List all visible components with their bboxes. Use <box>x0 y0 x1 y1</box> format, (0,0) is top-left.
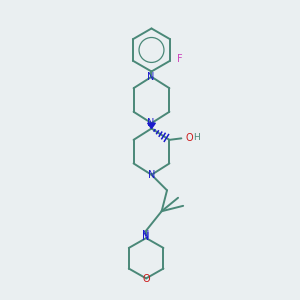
Text: H: H <box>193 133 200 142</box>
Text: N: N <box>142 230 150 240</box>
Text: O: O <box>185 134 193 143</box>
Text: N: N <box>142 232 150 242</box>
Text: N: N <box>147 118 155 128</box>
Text: F: F <box>177 54 182 64</box>
Text: N: N <box>148 170 155 180</box>
Polygon shape <box>148 123 155 128</box>
Text: O: O <box>142 274 150 284</box>
Text: N: N <box>147 72 155 82</box>
